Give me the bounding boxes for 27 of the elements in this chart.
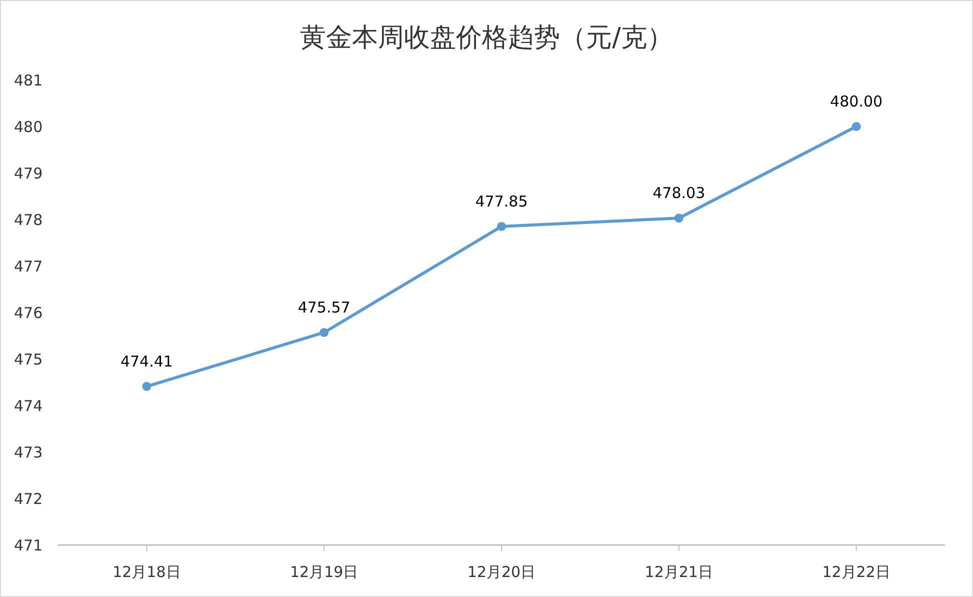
y-tick-label: 471 [14,536,43,554]
y-tick-label: 476 [14,304,43,322]
y-tick-label: 477 [14,257,43,276]
point [320,328,329,337]
y-tick-label: 472 [14,490,43,508]
text: 478.03 [652,184,706,202]
point [497,222,506,231]
y-tick-label: 478 [14,210,43,229]
x-tick-label: 12月19日 [290,563,358,581]
y-tick-label: 473 [14,443,43,462]
x-tick-label: 12月18日 [112,563,181,581]
y-tick-label: 480 [14,118,43,136]
point [674,214,684,223]
y-tick-label: 481 [14,71,43,90]
chart-title: 黄金本周收盘价格趋势（元/克） [300,23,673,53]
y-tick-label: 479 [14,164,43,182]
text: 480.00 [830,92,883,110]
y-tick-label: 475 [14,350,43,368]
x-tick-label: 12月22日 [822,563,890,581]
text: 475.57 [298,298,350,316]
text: 477.85 [475,192,528,210]
point [142,382,152,391]
x-tick-label: 12月21日 [644,563,713,581]
x-tick-label: 12月20日 [467,563,536,581]
text: 474.41 [120,352,173,370]
y-tick-label: 474 [14,396,43,415]
point [852,122,861,131]
